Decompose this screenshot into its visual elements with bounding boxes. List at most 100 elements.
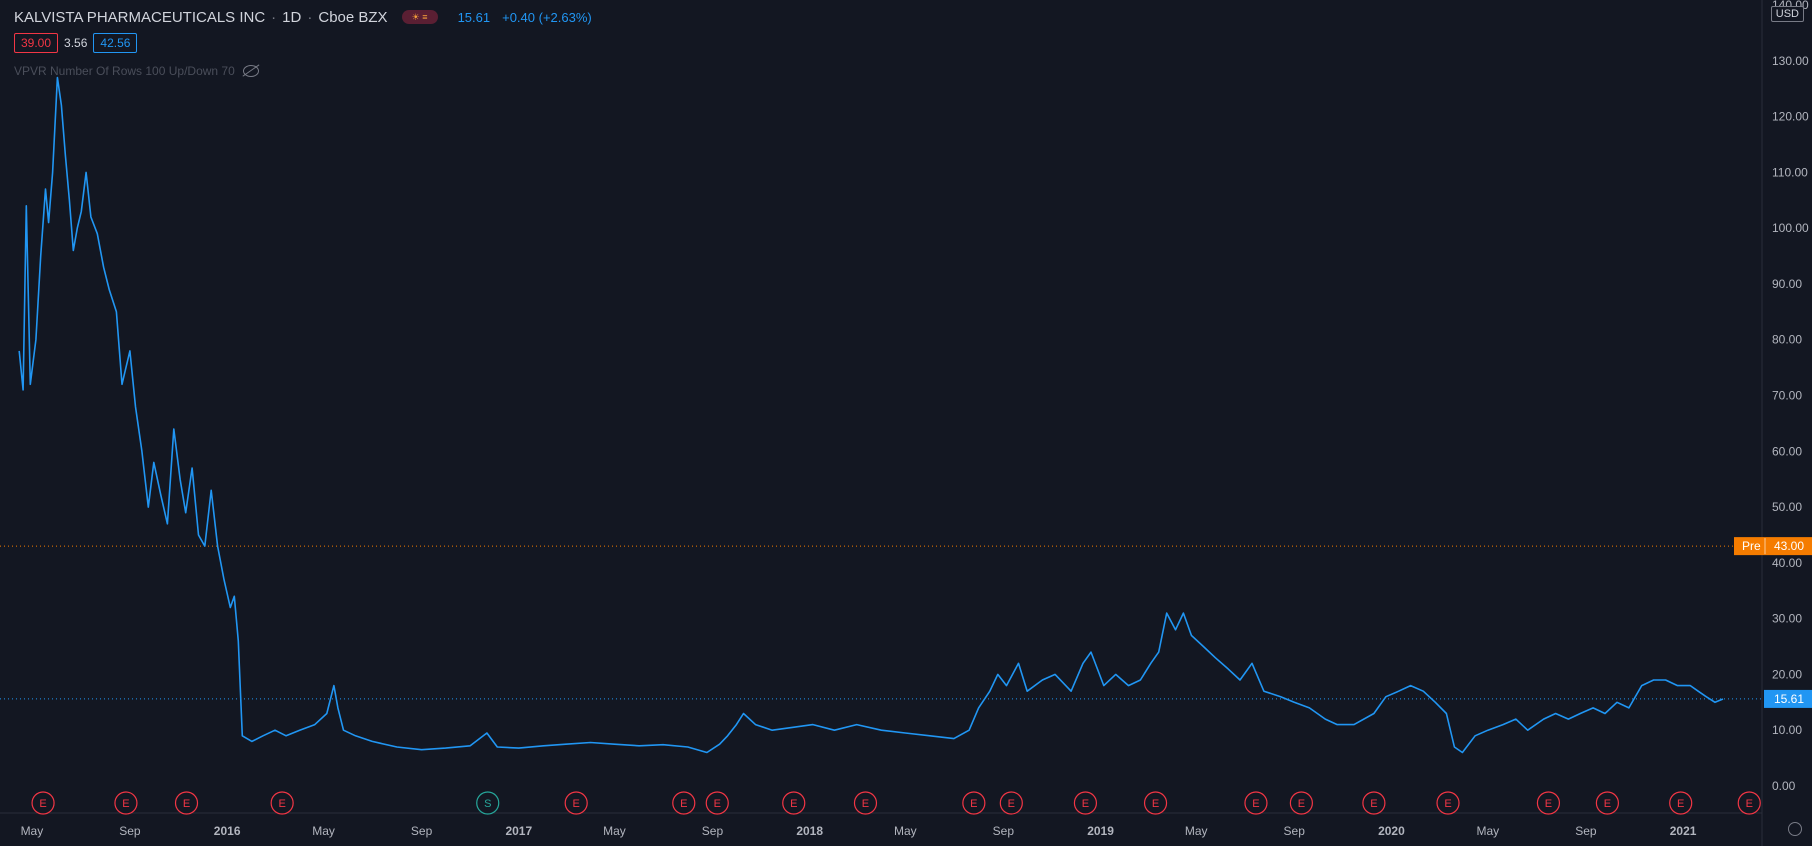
y-tick-label: 30.00 bbox=[1772, 612, 1802, 626]
event-label: E bbox=[970, 798, 977, 810]
indicator-label: VPVR Number Of Rows 100 Up/Down 70 bbox=[14, 64, 235, 78]
event-label: E bbox=[183, 798, 190, 810]
earnings-event-marker[interactable]: E bbox=[31, 791, 55, 815]
event-label: E bbox=[1746, 798, 1753, 810]
earnings-event-marker[interactable]: E bbox=[1244, 791, 1268, 815]
earnings-event-marker[interactable]: E bbox=[1143, 791, 1168, 815]
y-tick-label: 20.00 bbox=[1772, 667, 1802, 681]
event-label: S bbox=[484, 798, 491, 810]
pre-market-price-tag bbox=[1734, 537, 1812, 556]
event-label: E bbox=[1444, 798, 1451, 810]
event-label: E bbox=[1298, 798, 1305, 810]
event-label: E bbox=[39, 798, 46, 810]
eye-hidden-icon[interactable] bbox=[242, 65, 259, 77]
interval[interactable]: 1D bbox=[282, 8, 302, 26]
last-price-tag bbox=[1764, 689, 1812, 708]
event-circle bbox=[782, 791, 806, 815]
earnings-event-marker[interactable]: E bbox=[1536, 791, 1561, 815]
earnings-event-marker[interactable]: E bbox=[962, 791, 986, 815]
price-change: +0.40 (+2.63%) bbox=[502, 9, 592, 25]
symbol-header: KALVISTA PHARMACEUTICALS INC · 1D · Cboe… bbox=[14, 6, 592, 28]
earnings-event-marker[interactable]: E bbox=[782, 791, 806, 815]
earnings-event-marker[interactable]: E bbox=[1595, 791, 1619, 815]
exchange: Cboe BZX bbox=[318, 8, 388, 26]
earnings-event-marker[interactable]: E bbox=[1289, 791, 1313, 815]
event-label: E bbox=[1545, 798, 1552, 810]
pre-market-label: Pre bbox=[1742, 539, 1761, 553]
spread-value: 3.56 bbox=[64, 36, 88, 50]
earnings-event-marker[interactable]: E bbox=[114, 791, 138, 815]
price-axis-panel bbox=[1762, 0, 1812, 846]
earnings-event-marker[interactable]: E bbox=[1362, 791, 1386, 815]
bid-price-button[interactable]: 39.00 bbox=[14, 33, 59, 53]
ask-price-button[interactable]: 42.56 bbox=[93, 33, 138, 53]
event-label: E bbox=[1677, 798, 1684, 810]
last-price: 15.61 bbox=[457, 9, 491, 25]
y-tick-label: 120.00 bbox=[1772, 110, 1809, 124]
y-tick-label: 100.00 bbox=[1772, 221, 1809, 235]
earnings-event-marker[interactable]: E bbox=[1073, 791, 1098, 815]
event-label: E bbox=[278, 798, 285, 810]
x-tick-label: May bbox=[1477, 824, 1500, 838]
event-circle bbox=[1536, 791, 1561, 815]
gear-icon[interactable] bbox=[1788, 822, 1802, 836]
x-tick-label: May bbox=[894, 824, 917, 838]
y-tick-label: 110.00 bbox=[1772, 165, 1808, 179]
event-circle bbox=[1244, 791, 1268, 815]
event-circle bbox=[999, 791, 1023, 815]
last-price-tag-label: 15.61 bbox=[1774, 692, 1804, 706]
x-tick-label: Sep bbox=[411, 824, 433, 838]
event-circle bbox=[31, 791, 55, 815]
earnings-event-marker[interactable]: E bbox=[999, 791, 1023, 815]
event-circle bbox=[1737, 791, 1761, 815]
y-tick-label: 50.00 bbox=[1772, 500, 1802, 514]
event-circle bbox=[174, 791, 199, 815]
earnings-event-marker[interactable]: E bbox=[174, 791, 199, 815]
earnings-event-marker[interactable]: E bbox=[1436, 791, 1460, 815]
x-tick-label: 2021 bbox=[1670, 824, 1697, 838]
x-tick-label: Sep bbox=[1284, 824, 1306, 838]
symbol-name[interactable]: KALVISTA PHARMACEUTICALS INC bbox=[14, 8, 266, 26]
indicator-legend[interactable]: VPVR Number Of Rows 100 Up/Down 70 bbox=[14, 64, 259, 78]
event-circle bbox=[564, 791, 588, 815]
event-circle bbox=[853, 791, 878, 815]
earnings-event-marker[interactable]: E bbox=[564, 791, 588, 815]
split-event-marker[interactable]: S bbox=[476, 791, 500, 815]
x-tick-label: 2019 bbox=[1087, 824, 1114, 838]
event-circle bbox=[1595, 791, 1619, 815]
event-label: E bbox=[1252, 798, 1259, 810]
event-label: E bbox=[573, 798, 580, 810]
event-circle bbox=[1436, 791, 1460, 815]
market-status-icon[interactable]: ☀ ≡ bbox=[401, 10, 438, 24]
y-tick-label: 10.00 bbox=[1772, 723, 1802, 737]
x-tick-label: May bbox=[312, 824, 335, 838]
event-circle bbox=[1143, 791, 1168, 815]
event-circle bbox=[114, 791, 138, 815]
earnings-event-marker[interactable]: E bbox=[672, 791, 696, 815]
x-tick-label: 2020 bbox=[1378, 824, 1405, 838]
x-tick-label: Sep bbox=[993, 824, 1015, 838]
x-tick-label: May bbox=[21, 824, 44, 838]
event-circle bbox=[672, 791, 696, 815]
currency-button[interactable]: USD bbox=[1770, 6, 1804, 22]
event-circle bbox=[476, 791, 500, 815]
x-tick-label: May bbox=[603, 824, 626, 838]
event-label: E bbox=[1370, 798, 1377, 810]
earnings-event-marker[interactable]: E bbox=[1737, 791, 1761, 815]
event-label: E bbox=[862, 798, 869, 810]
x-tick-label: 2016 bbox=[214, 824, 241, 838]
event-circle bbox=[1669, 791, 1693, 815]
earnings-event-marker[interactable]: E bbox=[705, 791, 729, 815]
earnings-event-marker[interactable]: E bbox=[270, 791, 294, 815]
y-tick-label: 90.00 bbox=[1772, 277, 1802, 291]
earnings-event-marker[interactable]: E bbox=[1669, 791, 1693, 815]
earnings-event-marker[interactable]: E bbox=[853, 791, 878, 815]
event-circle bbox=[1073, 791, 1098, 815]
y-tick-label: 60.00 bbox=[1772, 444, 1802, 458]
price-series-line bbox=[18, 76, 1724, 754]
event-label: E bbox=[790, 798, 797, 810]
x-tick-label: Sep bbox=[1575, 824, 1597, 838]
event-label: E bbox=[1152, 798, 1159, 810]
